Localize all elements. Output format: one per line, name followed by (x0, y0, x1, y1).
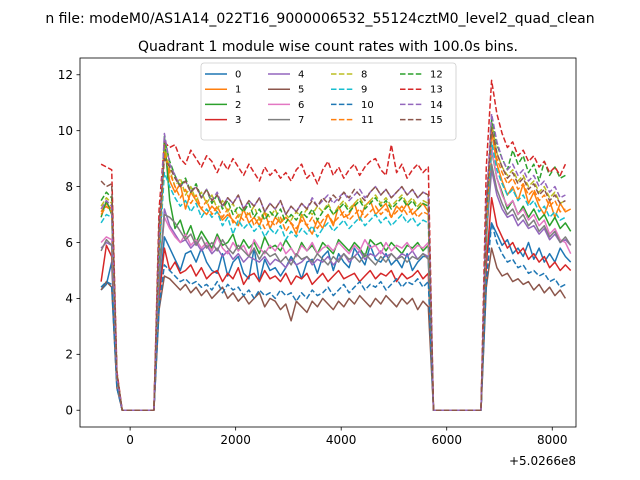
series-line-10 (100, 222, 566, 411)
series-line-6 (100, 146, 572, 411)
x-tick-label: 6000 (431, 433, 462, 447)
y-tick-label: 4 (65, 292, 73, 306)
legend-label-14: 14 (430, 100, 443, 111)
series-line-7 (100, 163, 572, 411)
series-line-4 (100, 169, 572, 411)
y-tick-label: 10 (58, 124, 73, 138)
x-tick-label: 8000 (537, 433, 568, 447)
legend-label-4: 4 (298, 70, 304, 81)
y-tick-label: 0 (65, 404, 73, 418)
y-tick-label: 6 (65, 236, 73, 250)
chart-title: Quadrant 1 module wise count rates with … (138, 39, 518, 55)
legend-label-3: 3 (235, 115, 241, 126)
legend-box (200, 62, 457, 141)
legend-label-12: 12 (430, 70, 443, 81)
legend-label-8: 8 (361, 70, 367, 81)
legend-label-0: 0 (235, 70, 241, 81)
x-tick-label: 4000 (326, 433, 357, 447)
figure-suptitle: n file: modeM0/AS1A14_022T16_9000006532_… (45, 11, 594, 27)
x-tick-label: 0 (126, 433, 134, 447)
y-tick-label: 8 (65, 180, 73, 194)
legend-label-1: 1 (235, 85, 241, 96)
series-line-15 (100, 127, 566, 411)
x-offset-label: +5.0266e8 (509, 454, 576, 468)
legend-label-7: 7 (298, 115, 304, 126)
legend-label-2: 2 (235, 100, 241, 111)
legend-label-13: 13 (430, 85, 443, 96)
y-tick-label: 2 (65, 348, 73, 362)
y-tick-label: 12 (58, 68, 73, 82)
legend-label-5: 5 (298, 85, 304, 96)
x-tick-label: 2000 (220, 433, 251, 447)
legend-label-9: 9 (361, 85, 367, 96)
series-line-9 (100, 141, 566, 411)
legend-label-15: 15 (430, 115, 443, 126)
legend-label-6: 6 (298, 100, 304, 111)
legend-label-11: 11 (361, 115, 374, 126)
series-line-11 (100, 129, 566, 411)
series-layer (100, 79, 572, 411)
legend-label-10: 10 (361, 100, 374, 111)
series-line-13 (100, 79, 567, 411)
series-line-3 (100, 197, 572, 411)
series-line-5 (100, 247, 567, 411)
